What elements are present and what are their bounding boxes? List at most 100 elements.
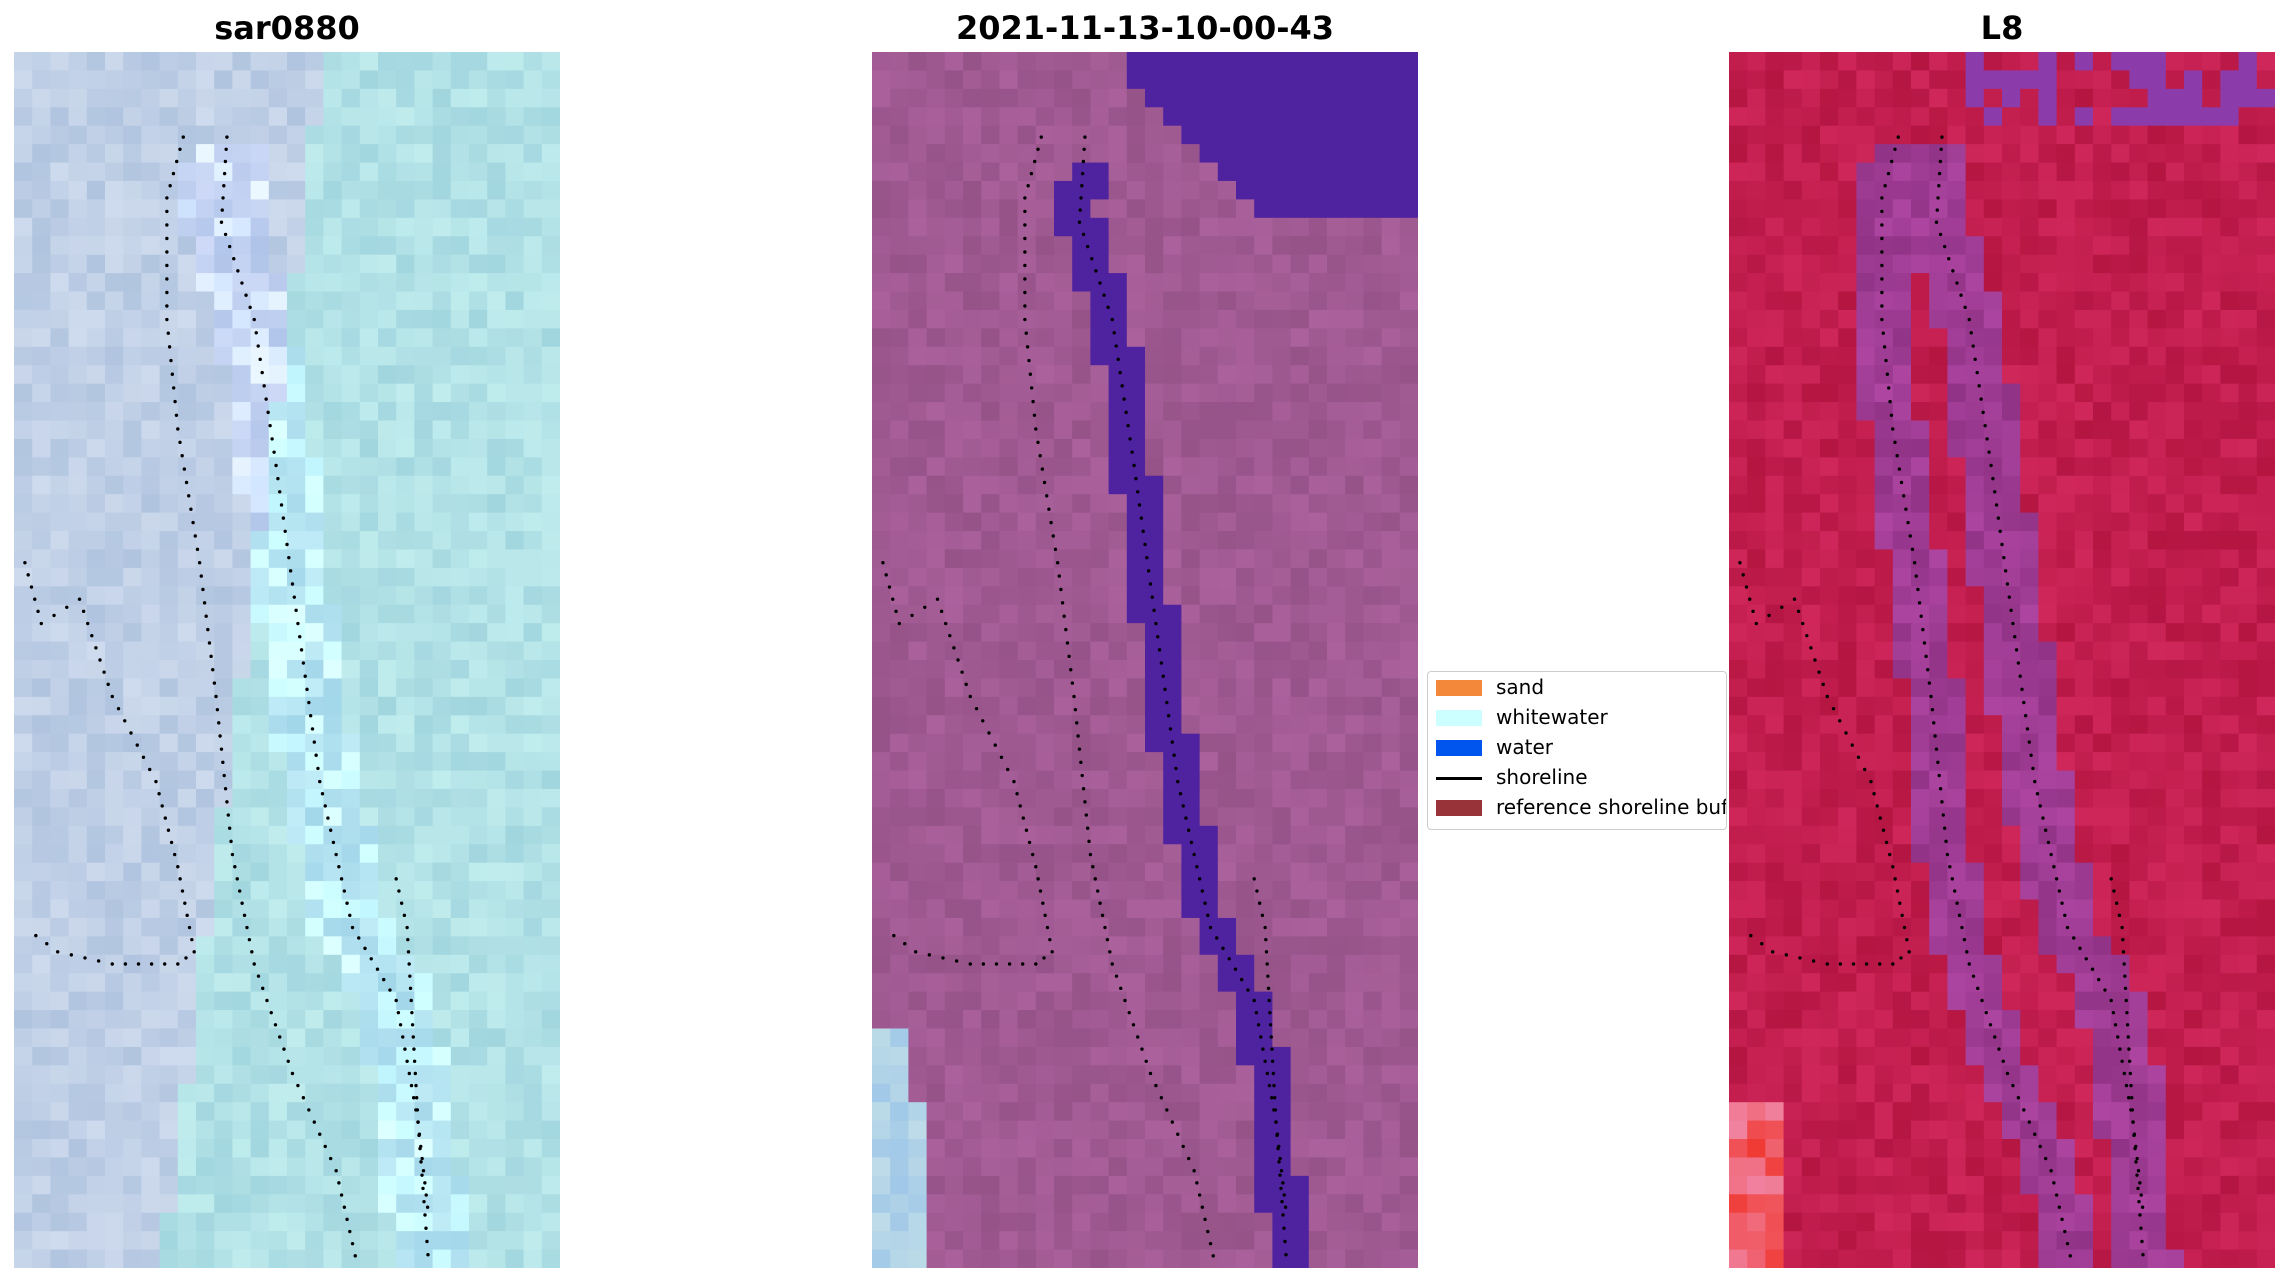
image-pixel bbox=[2074, 309, 2094, 329]
image-pixel bbox=[1363, 457, 1383, 477]
image-pixel bbox=[1199, 825, 1219, 845]
image-pixel bbox=[1108, 715, 1128, 735]
image-pixel bbox=[1892, 125, 1912, 145]
image-pixel bbox=[250, 162, 270, 182]
image-pixel bbox=[159, 88, 179, 108]
image-pixel bbox=[414, 1212, 434, 1232]
image-pixel bbox=[890, 604, 909, 624]
image-pixel bbox=[232, 1249, 252, 1268]
image-pixel bbox=[1236, 825, 1255, 845]
image-pixel bbox=[341, 660, 361, 680]
image-pixel bbox=[908, 254, 928, 274]
image-pixel bbox=[1163, 457, 1182, 477]
image-pixel bbox=[323, 383, 343, 403]
image-pixel bbox=[32, 1157, 51, 1177]
image-pixel bbox=[1017, 475, 1037, 495]
image-pixel bbox=[890, 567, 909, 587]
image-pixel bbox=[1965, 309, 1985, 329]
image-pixel bbox=[999, 844, 1019, 864]
image-pixel bbox=[159, 899, 179, 919]
image-pixel bbox=[469, 715, 488, 735]
image-pixel bbox=[432, 917, 452, 937]
image-pixel bbox=[378, 1120, 397, 1140]
image-pixel bbox=[1035, 733, 1055, 753]
image-pixel bbox=[1017, 383, 1037, 403]
image-pixel bbox=[1856, 180, 1876, 200]
image-pixel bbox=[1272, 1083, 1292, 1103]
image-pixel bbox=[432, 328, 452, 348]
shoreline-point bbox=[944, 621, 948, 626]
shoreline-point bbox=[207, 641, 212, 645]
image-pixel bbox=[287, 383, 306, 403]
image-pixel bbox=[32, 125, 51, 145]
image-pixel bbox=[1308, 917, 1328, 937]
image-pixel bbox=[963, 383, 982, 403]
image-pixel bbox=[1747, 70, 1766, 90]
image-pixel bbox=[1856, 309, 1876, 329]
shoreline-point bbox=[405, 1059, 409, 1063]
image-pixel bbox=[123, 1046, 142, 1066]
shoreline-point bbox=[903, 942, 907, 946]
image-pixel bbox=[1345, 844, 1364, 864]
shoreline-point bbox=[981, 719, 985, 723]
image-pixel bbox=[1054, 1157, 1073, 1177]
image-pixel bbox=[1820, 309, 1839, 329]
image-pixel bbox=[890, 1028, 909, 1048]
shoreline-point bbox=[256, 974, 261, 978]
shoreline-point bbox=[1128, 437, 1132, 441]
shoreline-point bbox=[225, 800, 229, 804]
shoreline-point bbox=[892, 933, 896, 938]
image-pixel bbox=[396, 1194, 415, 1214]
image-pixel bbox=[890, 180, 909, 200]
image-pixel bbox=[1236, 273, 1255, 293]
image-pixel bbox=[1017, 825, 1037, 845]
image-pixel bbox=[396, 273, 415, 293]
image-pixel bbox=[1108, 1120, 1128, 1140]
shoreline-point bbox=[1023, 277, 1027, 281]
image-pixel bbox=[1199, 567, 1219, 587]
image-pixel bbox=[1199, 936, 1219, 956]
image-pixel bbox=[469, 291, 488, 311]
image-pixel bbox=[1217, 991, 1237, 1011]
image-pixel bbox=[1145, 991, 1164, 1011]
image-pixel bbox=[141, 1102, 161, 1122]
image-pixel bbox=[432, 586, 452, 606]
image-pixel bbox=[268, 125, 288, 145]
image-pixel bbox=[523, 180, 543, 200]
shoreline-point bbox=[178, 440, 182, 445]
image-pixel bbox=[1345, 623, 1364, 643]
image-pixel bbox=[1381, 862, 1401, 882]
image-pixel bbox=[396, 1046, 415, 1066]
shoreline-point bbox=[268, 423, 272, 428]
image-pixel bbox=[1399, 991, 1418, 1011]
image-pixel bbox=[1801, 107, 1821, 127]
image-pixel bbox=[214, 899, 233, 919]
image-pixel bbox=[50, 1046, 70, 1066]
image-pixel bbox=[999, 52, 1019, 72]
image-pixel bbox=[341, 825, 361, 845]
shoreline-point bbox=[165, 317, 169, 322]
image-pixel bbox=[1983, 236, 2003, 256]
image-pixel bbox=[159, 494, 179, 514]
image-pixel bbox=[2165, 217, 2185, 237]
image-pixel bbox=[469, 328, 488, 348]
image-pixel bbox=[505, 660, 525, 680]
image-pixel bbox=[487, 549, 506, 569]
image-pixel bbox=[123, 70, 142, 90]
image-pixel bbox=[214, 770, 233, 790]
image-pixel bbox=[908, 1194, 928, 1214]
image-pixel bbox=[523, 1102, 543, 1122]
image-pixel bbox=[378, 1249, 397, 1268]
image-pixel bbox=[141, 936, 161, 956]
image-pixel bbox=[1199, 512, 1219, 532]
image-pixel bbox=[341, 770, 361, 790]
image-pixel bbox=[1199, 328, 1219, 348]
image-pixel bbox=[469, 144, 488, 164]
image-pixel bbox=[1145, 70, 1164, 90]
image-pixel bbox=[1017, 899, 1037, 919]
image-pixel bbox=[396, 254, 415, 274]
image-pixel bbox=[141, 512, 161, 532]
shoreline-point bbox=[1268, 1010, 1272, 1015]
image-pixel bbox=[177, 899, 197, 919]
image-pixel bbox=[86, 807, 106, 827]
